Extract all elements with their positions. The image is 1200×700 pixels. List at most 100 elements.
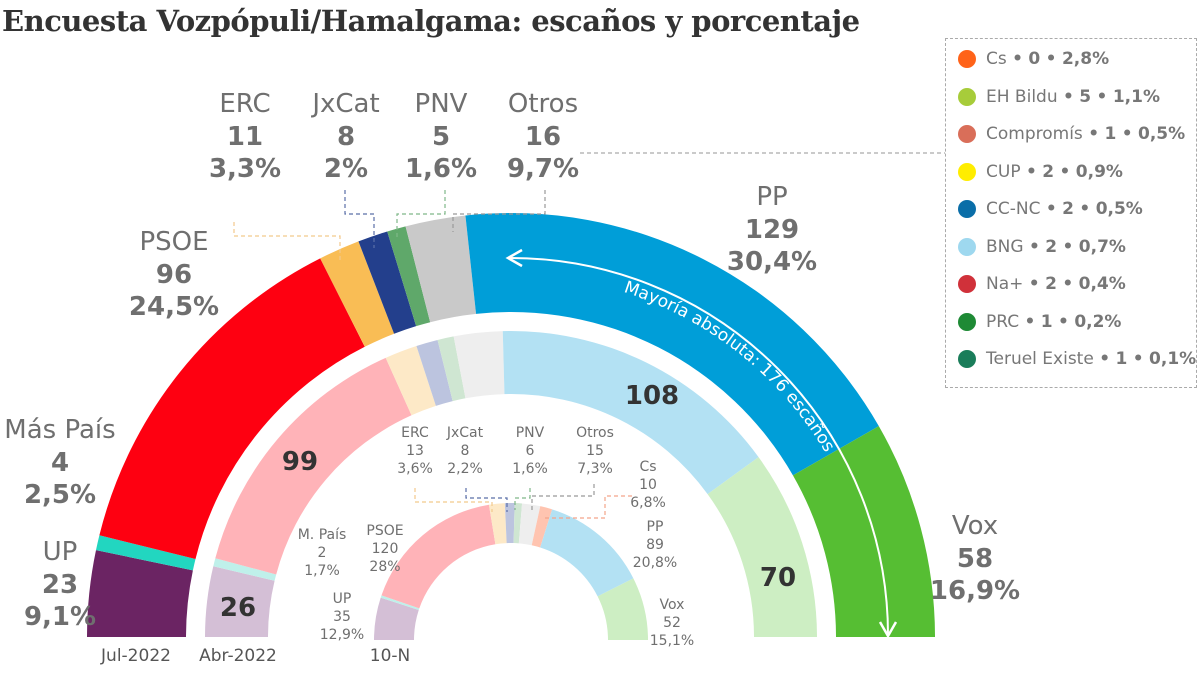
- legend-item: PRC • 1 • 0,2%: [958, 312, 1121, 332]
- legend-seats: 2: [1062, 199, 1074, 219]
- legend-sep: •: [1132, 349, 1144, 369]
- label-psoe: PSOE 96 24,5%: [128, 227, 220, 322]
- chart-title: Encuesta Vozpópuli/Hamalgama: escaños y …: [2, 4, 860, 38]
- caption-jul-2022: Jul-2022: [101, 646, 171, 666]
- label-otros: Otros 16 9,7%: [506, 89, 580, 184]
- label-10n-maspais: M. País 2 1,7%: [297, 527, 347, 580]
- legend-dot-icon: [958, 50, 976, 68]
- legend: Cs • 0 • 2,8% EH Bildu • 5 • 1,1% Compromí…: [945, 38, 1197, 388]
- legend-party: EH Bildu: [986, 86, 1058, 107]
- legend-seats: 2: [1045, 274, 1057, 294]
- legend-sep: •: [1058, 311, 1069, 332]
- inner-segment-up: [374, 597, 419, 640]
- legend-party: CUP: [986, 161, 1021, 182]
- legend-item: CUP • 2 • 0,9%: [958, 162, 1123, 182]
- legend-party: BNG: [986, 236, 1024, 257]
- inner-segment-psoe: [381, 504, 496, 609]
- legend-party: Teruel Existe: [986, 349, 1094, 369]
- label-10n-pnv: PNV 6 1,6%: [512, 425, 548, 478]
- legend-sep: •: [1024, 311, 1036, 332]
- legend-seats: 2: [1045, 236, 1058, 257]
- legend-pct: 0,9%: [1075, 161, 1123, 182]
- legend-dot-icon: [958, 125, 976, 143]
- legend-party: Cs: [986, 49, 1007, 69]
- legend-sep: •: [1025, 161, 1037, 182]
- legend-pct: 0,7%: [1078, 236, 1126, 257]
- middle-segment-pnv: [437, 336, 466, 402]
- legend-sep: •: [1012, 49, 1024, 69]
- arrow-head-left-icon: [505, 248, 523, 268]
- inner-segment-pp: [540, 509, 634, 597]
- legend-dot-icon: [958, 350, 976, 368]
- caption-10n: 10-N: [369, 646, 411, 666]
- outer-segment-jxcat: [358, 231, 417, 334]
- legend-party: CC-NC: [986, 199, 1041, 219]
- legend-party: Compromís: [986, 124, 1083, 144]
- legend-seats: 5: [1079, 86, 1092, 107]
- legend-sep: •: [1088, 124, 1100, 144]
- inner-segment-cs: [531, 506, 553, 548]
- legend-pct: 0,4%: [1078, 274, 1126, 294]
- inner-segment-erc: [488, 503, 507, 545]
- legend-seats: 2: [1042, 161, 1055, 182]
- outer-segment-up: [87, 550, 193, 637]
- legend-item: EH Bildu • 5 • 1,1%: [958, 87, 1160, 107]
- legend-sep: •: [1062, 274, 1074, 294]
- outer-segment-psoe: [99, 258, 365, 559]
- label-10n-jxcat: JxCat 8 2,2%: [446, 425, 484, 478]
- label-10n-vox: Vox 52 15,1%: [649, 597, 695, 650]
- legend-pct: 2,8%: [1061, 49, 1110, 69]
- legend-item: CC-NC • 2 • 0,5%: [958, 199, 1143, 219]
- inner-segment-mpas: [380, 595, 420, 611]
- middle-segment-vox: [707, 457, 818, 637]
- middle-segment-erc: [385, 345, 436, 416]
- outer-segment-vox: [792, 426, 935, 637]
- middle-segment-up: [205, 566, 275, 637]
- legend-seats: 1: [1040, 311, 1053, 332]
- connector-erc-10n: [414, 488, 493, 512]
- connector-pnv: [396, 190, 446, 240]
- caption-abr-2022: Abr-2022: [199, 646, 277, 666]
- label-up: UP 23 9,1%: [23, 537, 97, 632]
- inner-segment-otros: [518, 503, 541, 546]
- legend-sep: •: [1045, 49, 1057, 69]
- middle-segment-psoe: [215, 357, 412, 575]
- connector-erc: [233, 222, 341, 262]
- legend-dot-icon: [958, 275, 976, 293]
- connector-pnv-10n: [514, 488, 531, 510]
- legend-item: Na+ • 2 • 0,4%: [958, 274, 1126, 294]
- legend-dot-icon: [958, 312, 976, 331]
- legend-pct: 0,5%: [1095, 199, 1143, 219]
- middle-pp-seats: 108: [624, 381, 680, 411]
- legend-sep: •: [1079, 199, 1091, 219]
- legend-sep: •: [1045, 199, 1057, 219]
- legend-sep: •: [1062, 236, 1074, 257]
- legend-item: Compromís • 1 • 0,5%: [958, 124, 1185, 144]
- inner-segment-jxcat: [504, 503, 515, 544]
- legend-pct: 0,1%: [1149, 349, 1197, 369]
- middle-up-seats: 26: [219, 593, 257, 623]
- label-vox: Vox 58 16,9%: [929, 511, 1021, 606]
- label-erc: ERC 11 3,3%: [208, 89, 282, 184]
- legend-pct: 0,2%: [1074, 311, 1122, 332]
- label-pnv: PNV 5 1,6%: [404, 89, 478, 184]
- connector-jxcat-10n: [465, 488, 508, 512]
- label-jxcat: JxCat 8 2%: [312, 89, 380, 184]
- legend-sep: •: [1099, 349, 1111, 369]
- outer-segment-otros: [405, 215, 477, 323]
- legend-seats: 1: [1104, 124, 1117, 144]
- label-10n-pp: PP 89 20,8%: [632, 519, 678, 572]
- connector-otros-10n: [531, 484, 595, 510]
- label-10n-cs: Cs 10 6,8%: [630, 459, 666, 512]
- middle-psoe-seats: 99: [281, 447, 319, 477]
- label-maspais: Más País 4 2,5%: [4, 415, 116, 510]
- connector-jxcat: [344, 190, 375, 248]
- inner-segment-vox: [597, 578, 648, 640]
- legend-seats: 1: [1115, 349, 1128, 369]
- arrow-head-down-icon: [878, 621, 898, 639]
- outer-segment-pp: [465, 213, 879, 476]
- connector-otros: [452, 190, 546, 232]
- inner-segment-pnv: [513, 503, 523, 544]
- label-10n-up: UP 35 12,9%: [319, 591, 365, 644]
